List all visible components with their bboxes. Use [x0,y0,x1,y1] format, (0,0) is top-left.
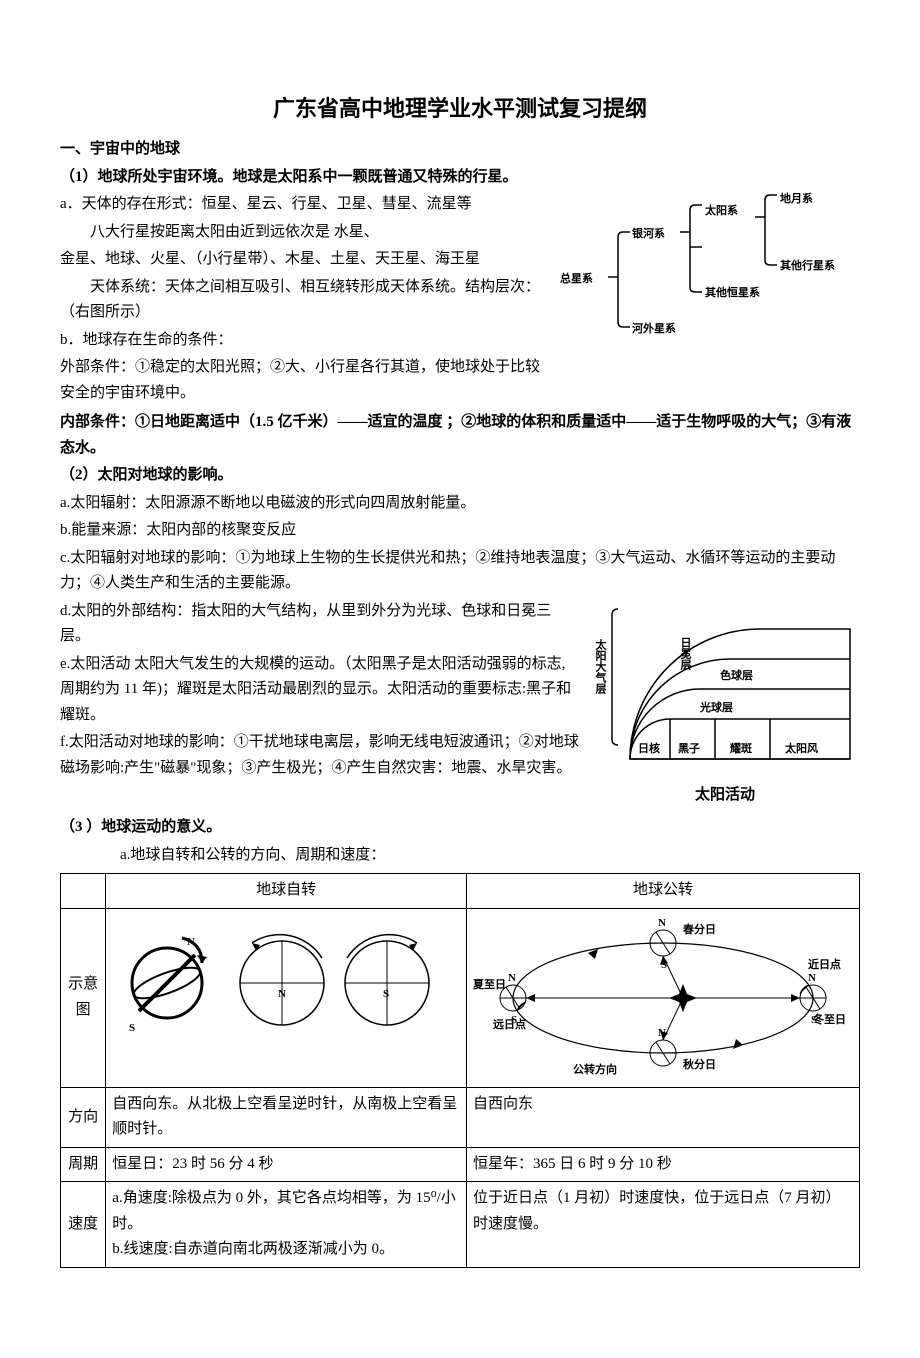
svg-text:日冕层: 日冕层 [679,637,693,671]
svg-text:太阳系: 太阳系 [704,203,738,217]
svg-text:河外星系: 河外星系 [632,321,676,335]
body-text-bold: 内部条件：①日地距离适中（1.5 亿千米）——适宜的温度 ；②地球的体积和质量适… [60,410,860,461]
table-cell: 恒星日：23 时 56 分 4 秒 [106,1147,467,1182]
svg-text:N: N [508,972,516,984]
table-cell: 恒星年：365 日 6 时 9 分 10 秒 [467,1147,860,1182]
sun-caption: 太阳活动 [590,783,860,809]
table-row-label: 周期 [61,1147,106,1182]
svg-text:日核: 日核 [638,741,660,755]
svg-text:黑子: 黑子 [678,742,700,755]
svg-text:色球层: 色球层 [720,668,753,682]
rotation-diagram-cell: text{font-family:SimSun;font-size:12px;f… [106,908,467,1087]
page-title: 广东省高中地理学业水平测试复习提纲 [60,90,860,127]
table-header: 地球自转 [106,874,467,909]
sun-structure-diagram: text{font-family:SimSun;font-size:13px;}… [590,599,860,809]
subsection-1: （1）地球所处宇宙环境。地球是太阳系中一颗既普通又特殊的行星。 [60,165,860,191]
svg-text:其他恒星系: 其他恒星系 [705,285,760,299]
svg-text:S: S [383,988,389,1000]
svg-text:秋分日: 秋分日 [683,1057,716,1071]
svg-text:夏至日: 夏至日 [473,978,506,991]
table-row-label: 示意图 [61,908,106,1087]
svg-text:太阳大气层: 太阳大气层 [594,638,608,695]
svg-text:耀斑: 耀斑 [730,741,752,755]
table-header: 地球公转 [467,874,860,909]
section-heading: 一、宇宙中的地球 [60,137,860,163]
svg-text:远日点: 远日点 [493,1017,526,1031]
subsection-3: （3 ）地球运动的意义。 [60,815,860,841]
svg-text:春分日: 春分日 [683,922,716,936]
svg-text:近日点: 近日点 [808,957,841,971]
svg-text:公转方向: 公转方向 [573,1062,617,1076]
svg-text:N: N [808,972,816,984]
body-text: a.太阳辐射：太阳源源不断地以电磁波的形式向四周放射能量。 [60,491,860,517]
svg-text:N: N [658,917,666,929]
svg-text:光球层: 光球层 [699,700,733,714]
svg-text:N: N [278,988,286,1000]
body-text: a.地球自转和公转的方向、周期和速度： [60,843,860,869]
celestial-system-tree: text{font-family:SimSun;font-size:14px;f… [560,192,860,362]
tree-root: 总星系 [560,271,593,285]
subsection-2: （2）太阳对地球的影响。 [60,463,860,489]
table-row-label: 速度 [61,1182,106,1268]
rotation-revolution-table: 地球自转 地球公转 示意图 text{font-family:SimSun;fo… [60,873,860,1268]
body-text: c.太阳辐射对地球的影响：①为地球上生物的生长提供光和热；②维持地表温度；③大气… [60,546,860,597]
svg-text:其他行星系: 其他行星系 [780,258,835,272]
table-cell: a.角速度:除极点为 0 外，其它各点均相等，为 15⁰/小时。 b.线速度:自… [106,1182,467,1268]
svg-text:冬至日: 冬至日 [813,1012,846,1026]
table-cell: 自西向东 [467,1087,860,1147]
body-text: b.能量来源：太阳内部的核聚变反应 [60,518,860,544]
svg-text:银河系: 银河系 [632,226,665,240]
svg-text:S: S [129,1022,135,1034]
svg-text:太阳风: 太阳风 [784,741,818,755]
table-cell: 自西向东。从北极上空看呈逆时针，从南极上空看呈顺时针。 [106,1087,467,1147]
table-row-label: 方向 [61,1087,106,1147]
body-text: 外部条件：①稳定的太阳光照；②大、小行星各行其道，使地球处于比较安全的宇宙环境中… [60,355,860,406]
table-cell: 位于近日点（1 月初）时速度快，位于远日点（7 月初）时速度慢。 [467,1182,860,1268]
svg-text:地月系: 地月系 [780,192,813,205]
revolution-diagram-cell: text{font-family:SimSun;font-size:11px;}… [467,908,860,1087]
